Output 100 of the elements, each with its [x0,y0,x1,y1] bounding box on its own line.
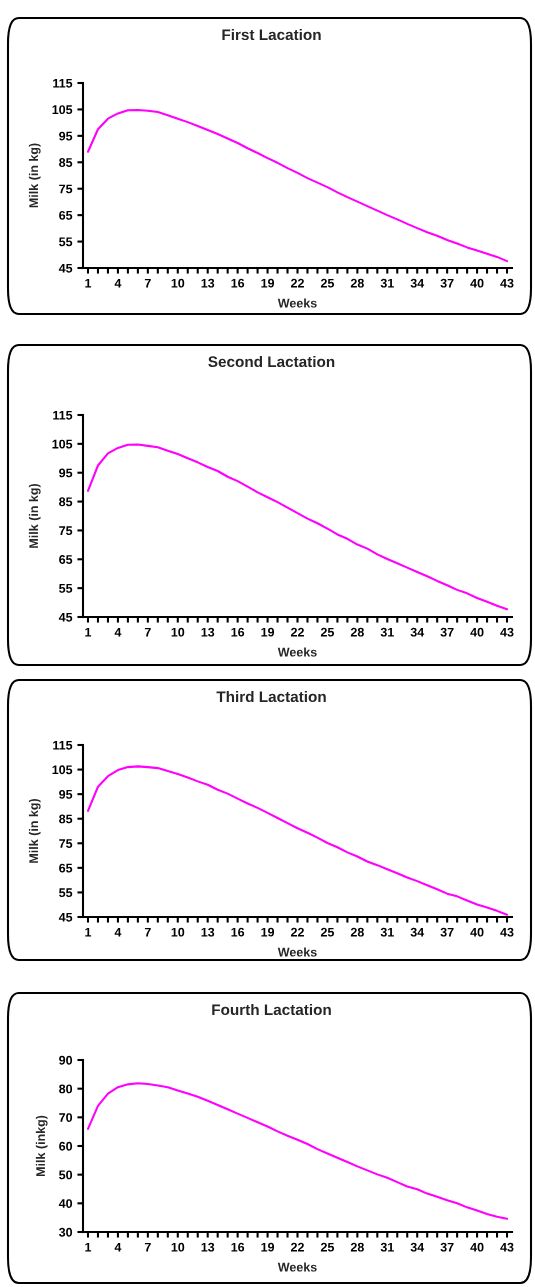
x-tick-label: 10 [171,927,185,937]
x-tick-label: 19 [261,1242,275,1252]
x-tick-label: 28 [350,1242,364,1252]
y-tick-label: 85 [59,158,73,167]
y-tick-label: 115 [53,740,73,750]
y-tick-label: 55 [59,584,73,593]
x-tick-label: 28 [350,627,364,637]
y-axis-title: Milk (inkg) [35,1115,48,1177]
x-axis-title: Weeks [277,947,317,957]
x-tick-label: 28 [350,278,364,288]
x-tick-label: 34 [410,927,425,937]
x-tick-label: 40 [470,1242,484,1252]
y-tick-label: 70 [59,1113,73,1122]
x-tick-label: 16 [231,927,245,937]
y-axis-title: Milk (in kg) [28,483,41,548]
x-tick-label: 31 [380,1242,394,1252]
y-tick-label: 65 [59,210,73,220]
x-tick-label: 43 [500,1242,514,1252]
y-tick-label: 95 [59,131,73,141]
x-tick-label: 13 [201,627,215,637]
x-tick-label: 40 [470,627,484,637]
x-tick-label: 34 [410,627,425,637]
x-tick-label: 16 [231,1242,245,1252]
x-tick-label: 31 [380,278,394,288]
y-tick-label: 105 [52,439,73,449]
x-tick-label: 1 [85,1242,92,1252]
x-tick-label: 34 [410,278,425,288]
x-tick-label: 1 [85,627,92,637]
x-tick-label: 10 [171,278,185,288]
x-tick-label: 22 [290,278,304,288]
chart-title: Third Lactation [216,690,326,703]
x-axis-title: Weeks [277,298,317,308]
x-tick-label: 25 [320,1242,335,1252]
y-tick-label: 65 [59,555,73,564]
x-tick-label: 34 [410,1242,425,1252]
x-tick-label: 1 [85,927,92,937]
line-series [86,108,509,263]
x-tick-label: 22 [290,627,304,637]
y-tick-label: 115 [53,78,73,88]
x-tick-label: 10 [171,1242,185,1252]
x-tick-label: 4 [114,927,122,937]
chart-title: Second Lactation [208,355,335,368]
x-tick-label: 1 [85,278,92,288]
x-tick-label: 19 [261,927,275,937]
x-tick-label: 16 [231,627,245,637]
x-tick-label: 13 [201,1242,215,1252]
x-axis-title: Weeks [277,647,317,657]
x-tick-label: 22 [290,927,304,937]
x-tick-label: 22 [290,1242,304,1252]
y-tick-label: 50 [59,1170,73,1180]
y-tick-label: 75 [59,839,73,848]
y-tick-label: 90 [59,1055,73,1065]
line-series [86,1082,509,1220]
y-axis-title: Milk (in kg) [28,143,41,208]
y-tick-label: 105 [52,765,73,775]
y-tick-label: 85 [59,497,73,507]
y-tick-label: 55 [59,888,73,898]
x-tick-label: 13 [201,278,215,288]
y-tick-label: 65 [59,863,73,873]
y-tick-label: 105 [52,105,73,115]
x-tick-label: 37 [440,927,454,937]
chart-title: Fourth Lactation [212,1003,331,1016]
y-tick-label: 75 [59,184,73,194]
x-tick-label: 10 [171,627,185,637]
y-axis-title: Milk (in kg) [28,798,41,863]
x-tick-label: 7 [144,927,151,937]
x-tick-label: 7 [144,278,151,288]
y-tick-label: 95 [59,789,73,799]
x-tick-label: 40 [470,927,484,937]
x-tick-label: 25 [320,927,335,937]
x-tick-label: 7 [144,1242,151,1252]
x-tick-label: 19 [261,627,275,637]
chart-title: First Lacation [222,28,321,41]
x-tick-label: 4 [114,627,122,637]
x-tick-label: 28 [350,927,364,937]
x-tick-label: 4 [114,278,122,288]
y-tick-label: 45 [58,612,73,622]
y-tick-label: 45 [58,263,73,273]
x-tick-label: 37 [440,627,454,637]
y-tick-label: 30 [58,1227,73,1237]
x-tick-label: 7 [144,627,151,637]
y-tick-label: 75 [59,526,73,536]
x-tick-label: 37 [440,1242,454,1252]
y-tick-label: 115 [53,410,73,420]
x-tick-label: 43 [500,278,514,288]
y-tick-label: 95 [59,468,73,478]
x-tick-label: 43 [500,627,514,637]
x-tick-label: 31 [380,927,394,937]
y-tick-label: 80 [59,1084,73,1094]
x-tick-label: 25 [320,278,335,288]
x-tick-label: 40 [470,278,484,288]
y-tick-label: 85 [59,814,73,824]
x-axis-title: Weeks [277,1262,317,1272]
x-tick-label: 16 [231,278,245,288]
line-series [86,765,509,916]
line-series [86,443,509,611]
x-tick-label: 43 [500,927,514,937]
x-tick-label: 19 [261,278,275,288]
x-tick-label: 31 [380,627,394,637]
y-tick-label: 60 [59,1141,73,1151]
